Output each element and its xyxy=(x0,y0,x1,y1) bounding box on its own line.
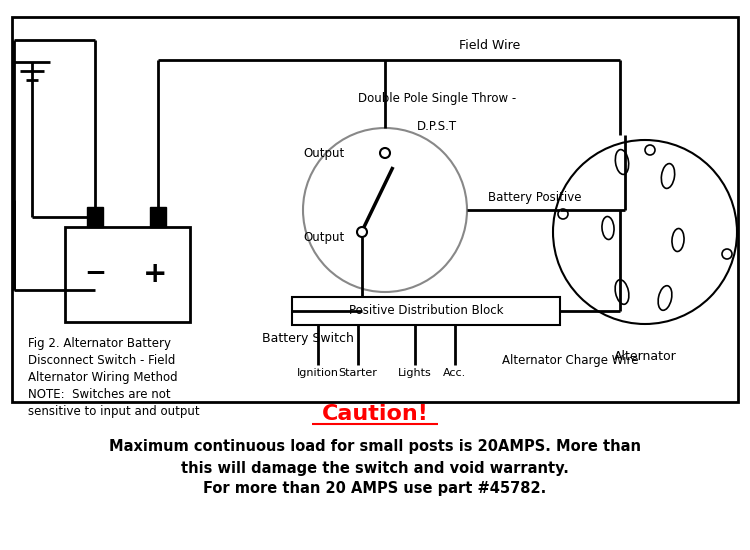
Text: −: − xyxy=(84,261,106,287)
Text: Alternator: Alternator xyxy=(614,350,676,363)
Text: Battery Positive: Battery Positive xyxy=(488,191,581,204)
Text: Starter: Starter xyxy=(338,368,377,378)
Bar xyxy=(87,207,103,227)
Text: Double Pole Single Throw -: Double Pole Single Throw - xyxy=(358,92,516,105)
Text: Lights: Lights xyxy=(398,368,432,378)
Text: this will damage the switch and void warranty.: this will damage the switch and void war… xyxy=(181,460,569,476)
Bar xyxy=(65,227,190,322)
Text: D.P.S.T: D.P.S.T xyxy=(417,120,457,133)
Bar xyxy=(292,297,560,325)
Text: Caution!: Caution! xyxy=(322,404,428,424)
Text: Positive Distribution Block: Positive Distribution Block xyxy=(349,305,503,317)
Text: Alternator Charge Wire: Alternator Charge Wire xyxy=(502,354,638,367)
Text: Disconnect Switch - Field: Disconnect Switch - Field xyxy=(28,354,176,367)
Bar xyxy=(12,17,738,402)
Text: Battery Switch: Battery Switch xyxy=(262,332,354,345)
Text: For more than 20 AMPS use part #45782.: For more than 20 AMPS use part #45782. xyxy=(203,481,547,497)
Text: Acc.: Acc. xyxy=(443,368,466,378)
Text: Alternator Wiring Method: Alternator Wiring Method xyxy=(28,371,178,384)
Text: sensitive to input and output: sensitive to input and output xyxy=(28,405,200,418)
Text: Output: Output xyxy=(303,146,344,160)
Text: Output: Output xyxy=(303,230,344,244)
Text: Field Wire: Field Wire xyxy=(459,39,520,52)
Text: Maximum continuous load for small posts is 20AMPS. More than: Maximum continuous load for small posts … xyxy=(109,439,641,454)
Text: Ignition: Ignition xyxy=(297,368,339,378)
Text: NOTE:  Switches are not: NOTE: Switches are not xyxy=(28,388,170,401)
Text: Fig 2. Alternator Battery: Fig 2. Alternator Battery xyxy=(28,337,171,350)
Text: +: + xyxy=(142,260,167,288)
Bar xyxy=(150,207,166,227)
